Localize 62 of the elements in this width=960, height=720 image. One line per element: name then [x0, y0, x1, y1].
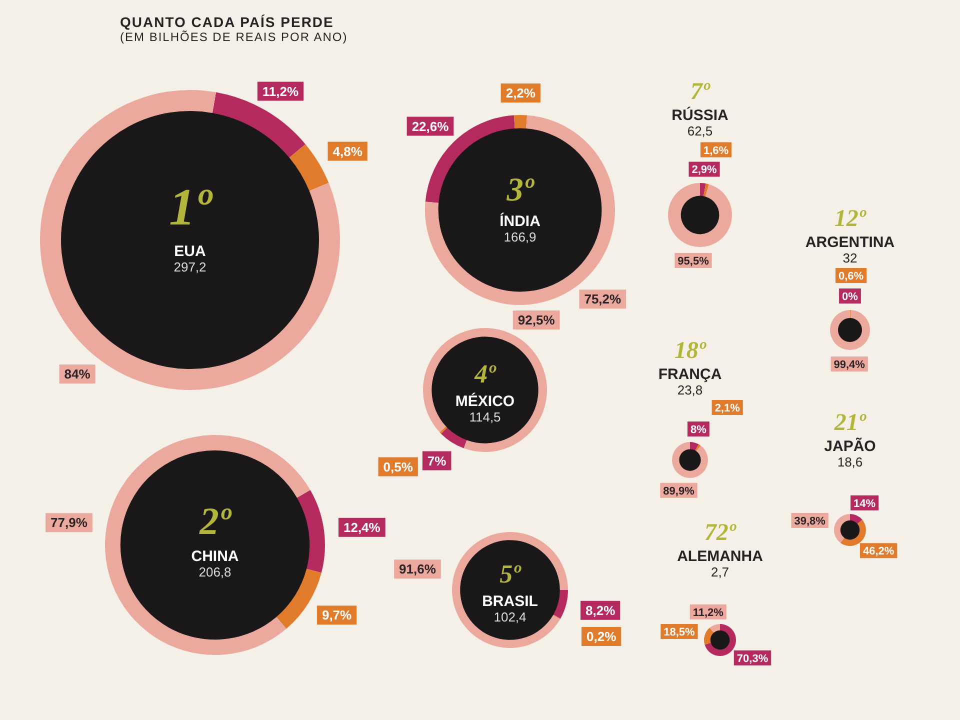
text: 18,6: [837, 454, 863, 470]
text: BRASIL: [482, 593, 538, 610]
data-label: 70,3%: [736, 652, 768, 665]
chart-title: 21º: [833, 410, 866, 436]
text: EUA: [174, 243, 206, 260]
data-label: 2,1%: [714, 402, 740, 415]
text: 2,7: [710, 564, 730, 580]
chart-title: 72º: [704, 520, 736, 546]
data-label: 77,9%: [50, 515, 88, 530]
data-label: 9,7%: [322, 608, 352, 623]
text: 2º: [198, 500, 232, 543]
data-label: 12,4%: [343, 520, 381, 535]
data-label: 11,2%: [692, 606, 724, 619]
text: 32: [842, 250, 858, 266]
chart-title: 18º: [674, 338, 706, 364]
data-label: 8%: [690, 424, 707, 436]
text: 62,5: [687, 124, 713, 139]
text: 166,9: [504, 230, 536, 245]
data-label: 0,5%: [383, 459, 414, 474]
text: ÍNDIA: [500, 212, 541, 230]
data-label: 0,2%: [586, 629, 617, 644]
text: QUANTO CADA PAÍS PERDE: [120, 14, 335, 30]
chart-title: 12º: [834, 206, 866, 232]
text: 4º: [474, 359, 497, 388]
data-label: 14%: [854, 498, 876, 510]
data-label: 91,6%: [399, 562, 436, 577]
data-label: 39,8%: [794, 516, 826, 528]
chart-title: 7º: [690, 79, 710, 106]
chart-subtitle: FRANÇA: [658, 366, 722, 384]
text: 3º: [506, 171, 536, 208]
data-label: 95,5%: [678, 256, 710, 268]
chart-subtitle: RÚSSIA: [672, 106, 728, 124]
data-label: 75,2%: [584, 292, 622, 307]
data-label: 99,4%: [834, 359, 866, 372]
chart-subtitle: JAPÃO: [824, 437, 876, 456]
chart-subtitle: ARGENTINA: [805, 234, 895, 252]
text: (EM BILHÕES DE REAIS POR ANO): [120, 30, 348, 44]
text: 114,5: [469, 410, 501, 425]
data-label: 18,5%: [664, 626, 696, 639]
text: 0%: [842, 291, 858, 304]
text: 5º: [500, 559, 522, 588]
data-label: 22,6%: [412, 118, 450, 134]
chart-subtitle: ALEMANHA: [677, 548, 764, 566]
data-label: 89,9%: [663, 485, 695, 498]
data-label: 92,5%: [518, 312, 556, 328]
data-label: 2,2%: [506, 86, 536, 101]
text: 297,2: [174, 260, 206, 275]
data-label: 84%: [64, 366, 91, 382]
text: 102,4: [494, 610, 526, 625]
data-label: 1,6%: [703, 144, 729, 157]
data-label: 11,2%: [262, 84, 299, 99]
text: MÉXICO: [455, 392, 515, 410]
text: 206,8: [198, 564, 232, 580]
data-label: 2,9%: [692, 164, 718, 176]
data-label: 8,2%: [586, 602, 616, 618]
data-label: 7%: [427, 453, 447, 468]
data-label: 0,6%: [838, 270, 864, 283]
text: CHINA: [191, 548, 239, 566]
data-label: 4,8%: [332, 144, 363, 159]
text: 1º: [169, 178, 214, 237]
text: 23,8: [677, 382, 703, 398]
data-label: 46,2%: [862, 546, 894, 558]
